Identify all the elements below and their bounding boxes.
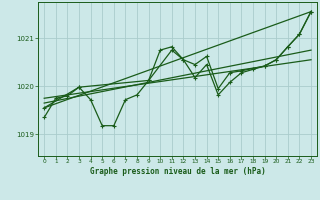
X-axis label: Graphe pression niveau de la mer (hPa): Graphe pression niveau de la mer (hPa): [90, 167, 266, 176]
